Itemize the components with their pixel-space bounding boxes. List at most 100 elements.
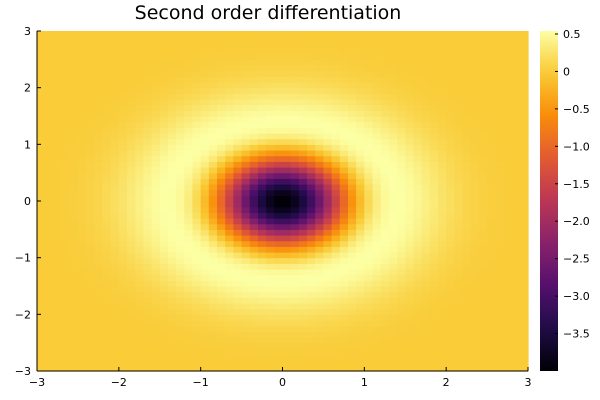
heatmap-cell [307,189,316,196]
heatmap-cell [462,65,472,72]
heatmap-cell [347,263,357,270]
heatmap-cell [307,65,316,72]
heatmap-cell [159,42,169,49]
heatmap-cell [307,76,316,83]
heatmap-cell [266,206,275,213]
heatmap-cell [61,59,71,66]
heatmap-cell [397,104,406,111]
heatmap-cell [77,36,87,43]
heatmap-cell [151,48,161,55]
heatmap-cell [45,269,54,276]
heatmap-cell [200,144,210,151]
heatmap-cell [372,144,382,151]
heatmap-cell [102,291,112,298]
heatmap-cell [208,116,218,123]
heatmap-cell [511,59,521,66]
heatmap-cell [241,229,251,236]
heatmap-cell [274,195,284,202]
heatmap-cell [290,110,300,117]
heatmap-cell [446,76,455,83]
heatmap-cell [176,348,185,355]
heatmap-cell [249,110,259,117]
heatmap-cell [323,286,333,293]
heatmap-cell [495,286,505,293]
heatmap-cell [364,308,374,315]
heatmap-cell [94,155,104,162]
heatmap-cell [388,53,398,60]
heatmap-cell [225,99,234,106]
heatmap-cell [437,286,447,293]
heatmap-cell [208,150,218,157]
heatmap-cell [364,155,374,162]
heatmap-cell [135,172,144,179]
heatmap-cell [470,235,480,242]
heatmap-cell [331,150,341,157]
heatmap-cell [241,161,251,168]
heatmap-cell [511,206,521,213]
heatmap-cell [110,144,120,151]
heatmap-cell [151,189,161,196]
heatmap-cell [192,144,202,151]
heatmap-cell [503,212,513,219]
heatmap-cell [298,121,308,128]
heatmap-cell [503,155,513,162]
heatmap-cell [405,172,415,179]
heatmap-cell [282,337,292,344]
heatmap-cell [167,286,177,293]
heatmap-cell [356,201,365,208]
heatmap-cell [323,320,333,327]
heatmap-cell [364,359,374,366]
heatmap-cell [200,76,210,83]
heatmap-cell [159,342,169,349]
heatmap-cell [347,235,357,242]
heatmap-cell [143,246,153,253]
heatmap-cell [356,161,365,168]
heatmap-cell [208,274,218,281]
heatmap-cell [217,354,226,361]
heatmap-cell [282,223,292,230]
heatmap-cell [290,59,300,66]
heatmap-cell [487,269,496,276]
heatmap-cell [249,104,259,111]
heatmap-cell [323,240,333,247]
heatmap-cell [282,354,292,361]
heatmap-cell [454,104,464,111]
heatmap-cell [413,359,423,366]
heatmap-cell [388,303,398,310]
heatmap-cell [429,161,439,168]
heatmap-cell [462,269,472,276]
heatmap-cell [413,161,423,168]
heatmap-cell [200,31,210,38]
heatmap-cell [167,184,177,191]
heatmap-cell [282,189,292,196]
heatmap-cell [184,99,194,106]
heatmap-cell [413,252,423,259]
heatmap-cell [290,133,300,140]
heatmap-cell [274,82,284,89]
heatmap-cell [184,331,194,338]
y-tick-label: 1 [24,138,31,151]
heatmap-cell [470,59,480,66]
heatmap-cell [217,206,226,213]
heatmap-cell [315,93,325,100]
y-tick-label: −3 [15,365,31,378]
heatmap-cell [462,331,472,338]
heatmap-cell [388,121,398,128]
heatmap-cell [110,223,120,230]
heatmap-cell [429,178,439,185]
heatmap-cell [118,116,128,123]
heatmap-cell [118,48,128,55]
heatmap-cell [421,246,431,253]
heatmap-cell [323,252,333,259]
heatmap-cell [233,99,243,106]
heatmap-cell [429,206,439,213]
heatmap-cell [249,303,259,310]
heatmap-cell [446,42,455,49]
heatmap-cell [462,218,472,225]
heatmap-cell [200,359,210,366]
heatmap-cell [159,116,169,123]
heatmap-cell [437,365,447,372]
heatmap-cell [200,269,210,276]
heatmap-cell [143,354,153,361]
heatmap-cell [257,348,267,355]
